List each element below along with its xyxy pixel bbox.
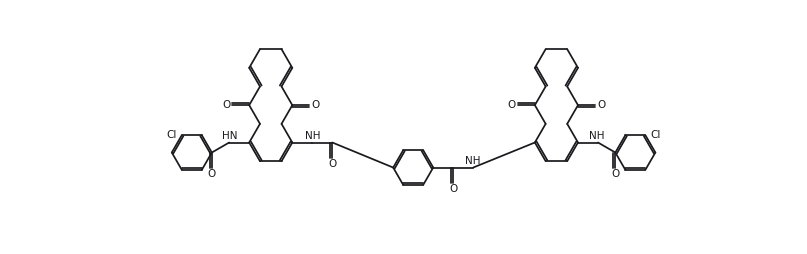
Text: NH: NH: [589, 131, 605, 140]
Text: O: O: [312, 100, 320, 110]
Text: NH: NH: [465, 156, 480, 166]
Text: Cl: Cl: [167, 130, 178, 140]
Text: Cl: Cl: [650, 130, 660, 140]
Text: O: O: [222, 100, 230, 110]
Text: O: O: [328, 159, 337, 169]
Text: O: O: [508, 100, 516, 110]
Text: O: O: [597, 100, 605, 110]
Text: NH: NH: [305, 131, 321, 140]
Text: O: O: [207, 169, 216, 179]
Text: HN: HN: [222, 131, 238, 140]
Text: O: O: [449, 184, 458, 194]
Text: O: O: [611, 169, 620, 179]
